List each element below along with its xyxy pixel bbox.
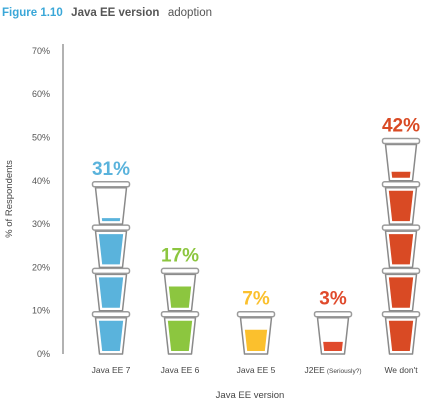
- x-tick-label: Java EE 5: [237, 365, 276, 375]
- cup-liquid: [167, 320, 193, 351]
- cup-liquid: [98, 320, 124, 351]
- cup-outline: [163, 273, 197, 312]
- cup-liquid: [168, 286, 192, 308]
- y-axis-label: % of Respondents: [4, 160, 15, 238]
- cup-liquid: [388, 190, 414, 222]
- cup-lid: [313, 310, 353, 318]
- y-tick-label: 0%: [37, 349, 50, 359]
- cup-outline: [384, 273, 418, 312]
- data-label: 3%: [319, 289, 347, 310]
- data-label: 7%: [242, 289, 270, 310]
- cup-lid: [91, 224, 131, 231]
- title-rest: adoption: [168, 7, 212, 19]
- y-tick-label: 70%: [32, 46, 50, 56]
- cup-lid: [236, 310, 276, 318]
- cup-liquid: [98, 234, 124, 265]
- cup-liquid: [98, 277, 124, 308]
- cup-outline: [94, 273, 128, 312]
- data-label: 42%: [382, 116, 420, 137]
- data-label: 31%: [92, 159, 130, 180]
- x-tick-label: Java EE 7: [92, 365, 131, 375]
- cup-lid: [381, 224, 421, 231]
- cup-outline: [239, 316, 273, 355]
- cup-outline: [384, 230, 418, 269]
- figure-label: Figure 1.10: [2, 7, 63, 19]
- data-label: 17%: [161, 245, 199, 266]
- chart-title: Figure 1.10 Java EE version adoption: [2, 3, 212, 20]
- x-tick-label: We don't: [384, 365, 418, 375]
- cup-lid: [381, 267, 421, 275]
- x-axis-label: Java EE version: [216, 390, 285, 401]
- cup-lid: [381, 181, 421, 188]
- cup-outline: [94, 316, 128, 355]
- x-tick-label: J2EE (Seriously?): [304, 365, 361, 375]
- cup-liquid: [388, 234, 414, 265]
- cup-lid: [381, 137, 421, 145]
- x-tick-note: (Seriously?): [327, 368, 362, 375]
- cup-liquid: [323, 341, 343, 351]
- x-tick-label: Java EE 6: [161, 365, 200, 375]
- y-ticks: 0% 10% 20% 30% 40% 50% 60% 70%: [32, 46, 50, 359]
- cup-liquid: [388, 320, 414, 351]
- cup-lid: [381, 310, 421, 318]
- pictogram-bars: 31% Java EE 7 17% Java EE 6 7% Java EE 5 3% J2E…: [91, 116, 421, 375]
- cup-outline: [163, 316, 197, 355]
- cup-lid: [160, 310, 200, 318]
- cup-outline: [384, 316, 418, 355]
- cup-liquid: [391, 171, 411, 178]
- cup-lid: [91, 310, 131, 318]
- cup-outline: [384, 187, 418, 225]
- cup-liquid: [388, 277, 414, 308]
- cup-outline: [384, 143, 418, 182]
- cup-outline: [316, 316, 350, 355]
- y-tick-label: 30%: [32, 219, 50, 229]
- cup-liquid: [244, 329, 268, 351]
- cup-outline: [94, 230, 128, 269]
- cup-liquid: [101, 218, 121, 222]
- cup-lid: [91, 181, 131, 188]
- y-tick-label: 10%: [32, 306, 50, 316]
- y-tick-label: 20%: [32, 262, 50, 272]
- y-tick-label: 50%: [32, 133, 50, 143]
- cup-lid: [91, 267, 131, 275]
- y-tick-label: 60%: [32, 89, 50, 99]
- cup-lid: [160, 267, 200, 275]
- cup-outline: [94, 187, 128, 225]
- y-tick-label: 40%: [32, 176, 50, 186]
- title-bold: Java EE version: [71, 7, 159, 19]
